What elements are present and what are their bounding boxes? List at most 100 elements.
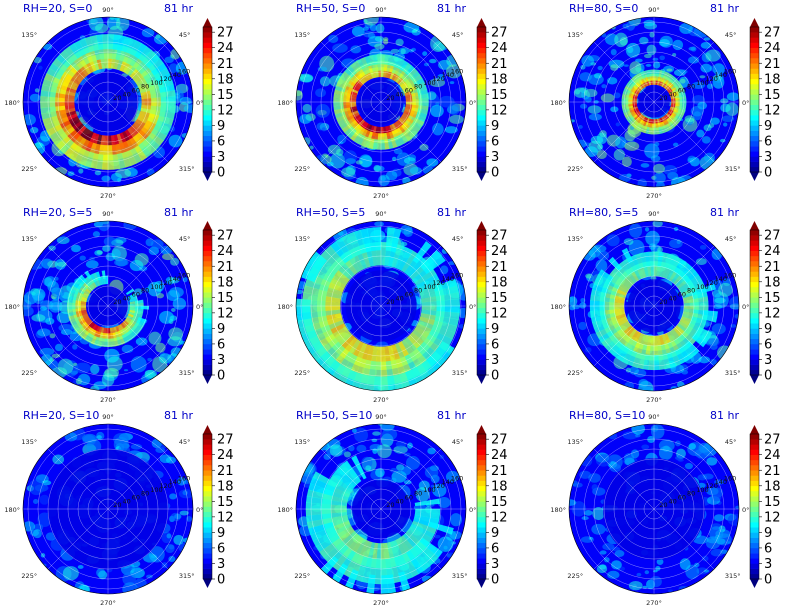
colorbar-step [203, 485, 212, 492]
rain-cell [403, 452, 411, 457]
rain-cell [332, 43, 348, 53]
angle-tick-label: 90° [102, 6, 114, 14]
rain-cell [445, 64, 462, 79]
colorbar-step [477, 261, 486, 267]
colorbar-step [477, 522, 486, 528]
colorbar-step [203, 156, 212, 162]
rain-cell [166, 533, 172, 539]
rain-cell [321, 127, 326, 132]
angle-tick-label: 0° [469, 303, 476, 311]
colorbar-step [203, 276, 212, 283]
colorbar-step [750, 37, 759, 43]
ring-label: 20 [659, 94, 667, 102]
rain-cell [696, 129, 705, 138]
colorbar-step [477, 230, 486, 236]
grid-spoke [380, 101, 442, 163]
panel-edge [295, 423, 467, 595]
band-segment [136, 319, 146, 327]
band-segment [672, 78, 679, 86]
rain-cell [659, 35, 673, 48]
panel-time: 81 hr [164, 2, 193, 15]
colorbar-step [477, 568, 486, 575]
colorbar-step [477, 27, 486, 33]
rain-cell [33, 56, 42, 64]
colorbar-step [477, 537, 486, 544]
colorbar-step [203, 166, 212, 173]
ring-label: 60 [132, 494, 140, 502]
band-segment [134, 299, 144, 304]
rain-cell [171, 308, 176, 312]
colorbar-frame [749, 229, 760, 376]
colorbar-extend-max [477, 18, 486, 27]
rain-cell [591, 523, 606, 535]
band-segment [303, 285, 328, 297]
colorbar-step [203, 94, 212, 100]
band-segment [64, 142, 78, 158]
colorbar-tick-label: 24 [217, 41, 234, 56]
rain-cell [583, 510, 593, 516]
colorbar-step [203, 532, 212, 538]
grid-spoke [593, 41, 655, 103]
colorbar-tick-label: 15 [491, 495, 508, 510]
colorbar-tick-label: 0 [491, 573, 499, 588]
band-segment [49, 63, 65, 76]
colorbar-tick-label: 12 [491, 510, 508, 525]
colorbar-step [750, 553, 759, 559]
rain-cell [614, 550, 625, 558]
colorbar-step [203, 37, 212, 43]
colorbar-step [750, 255, 759, 262]
band-segment [344, 68, 355, 78]
band-segment [622, 108, 630, 114]
colorbar-tick-label: 6 [217, 541, 225, 556]
rain-cell [629, 366, 639, 375]
band-segment [689, 282, 706, 293]
ring-label: 120 [432, 75, 444, 83]
colorbar-step [203, 349, 212, 355]
colorbar-step [750, 271, 759, 277]
colorbar-step [477, 83, 486, 90]
colorbar-step [750, 349, 759, 355]
colorbar-step [477, 286, 486, 293]
ring-label: 160 [178, 67, 190, 75]
band-segment [44, 120, 61, 131]
band-segment [155, 119, 172, 131]
colorbar-step [750, 83, 759, 90]
band-segment [68, 314, 78, 321]
colorbar-step [203, 255, 212, 262]
band-segment [415, 508, 441, 515]
colorbar-step [477, 235, 486, 241]
band-segment [592, 318, 608, 329]
band-segment [390, 228, 402, 253]
rain-cell [447, 540, 454, 547]
angle-tick-label: 225° [294, 369, 310, 377]
grid-spoke [653, 245, 715, 307]
band-segment [366, 227, 377, 252]
colorbar-tick-label: 9 [217, 119, 225, 134]
rain-cell [650, 155, 661, 162]
rain-cell [299, 114, 312, 124]
rain-cell [432, 123, 444, 136]
angle-tick-label: 135° [21, 438, 37, 446]
colorbar-step [477, 485, 486, 492]
band-segment [629, 79, 636, 86]
colorbar-step [750, 547, 759, 554]
rain-cell [23, 521, 36, 532]
colorbar-step [750, 449, 759, 456]
rain-cell [172, 297, 187, 310]
band-segment [93, 336, 100, 346]
colorbar-tick-label: 6 [491, 134, 499, 149]
colorbar-tick-label: 27 [491, 229, 508, 244]
grid-spoke [47, 101, 109, 163]
colorbar-step [477, 297, 486, 303]
rain-cell [705, 49, 721, 62]
rain-cell [623, 238, 634, 246]
colorbar-tick-label: 15 [491, 88, 508, 103]
colorbar-step [477, 496, 486, 502]
rain-cell [610, 48, 617, 56]
ring-label: 40 [668, 294, 676, 302]
ring-label: 160 [451, 271, 463, 279]
colorbar-tick-label: 21 [491, 260, 508, 275]
band-segment [121, 151, 132, 168]
rain-cell [600, 93, 615, 103]
rain-cell [584, 96, 592, 103]
